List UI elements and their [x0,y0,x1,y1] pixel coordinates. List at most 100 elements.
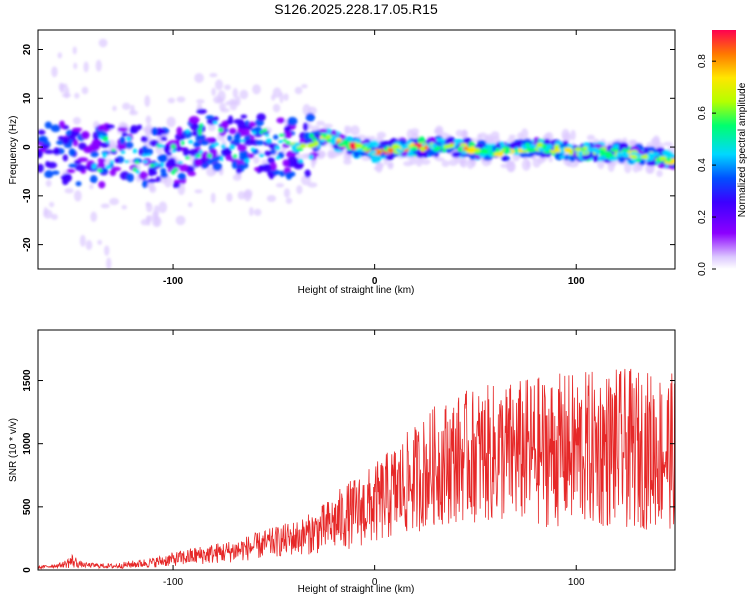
spectrogram-spot [181,140,185,146]
colorbar: 0.0 0.2 0.4 0.6 0.8 Normalized spectral ampl… [697,30,748,276]
spectrogram-cell [225,154,234,161]
spectrogram-cell [187,171,196,177]
spectrogram-speckle [296,185,303,195]
spectrogram-speckle [62,83,68,88]
spectrogram-cell [155,176,162,183]
spectrogram-speckle [521,128,529,140]
spectrogram-ridge-cell [600,148,606,155]
spectrogram-speckle [215,98,224,103]
spectrogram-speckle [153,205,160,217]
spectrogram-ridge-cell [616,151,623,158]
spectrogram-speckle [211,87,216,96]
spectrogram-speckle [624,162,632,174]
spectrogram-speckle [343,149,348,156]
spectrogram-speckle [323,123,333,129]
spectrogram-speckle [121,205,127,210]
spectrogram-ridge-cell [555,144,560,150]
spectrogram-spot [170,144,176,150]
colorbar-label: Normalized spectral amplitude [737,82,748,217]
spectrogram-ridge-cell [563,147,573,153]
spectrogram-cell [193,141,201,148]
spectrogram-speckle [158,201,168,214]
spectrogram-speckle [58,82,64,92]
spectrogram-speckle [235,96,241,106]
spectrogram-spot [230,145,235,149]
spectrogram-speckle [283,93,289,101]
spectrogram-speckle [410,128,420,135]
spectrogram-speckle [301,84,308,89]
snr-ytick-label: 1500 [22,369,33,392]
spectrogram-ridge-cell [541,143,547,150]
spectrogram-cell [121,132,128,137]
spectrogram-spot [160,162,165,167]
spectrogram-speckle [244,189,253,198]
spectrogram-spot [142,153,147,157]
figure-title: S126.2025.228.17.05.R15 [274,1,438,17]
spectrogram-cell [105,124,115,129]
spectrogram-spot [211,143,217,148]
spectrogram-speckle [532,158,541,168]
spectrogram-speckle [97,239,103,245]
spectrogram-spot [244,158,250,163]
spectrogram-speckle [350,125,360,136]
spectrogram-speckle [344,125,349,136]
spectrogram-speckle [81,86,89,95]
spectrogram-cell [156,127,163,137]
spectrogram-speckle [194,189,203,194]
spectrogram-speckle [151,216,162,228]
spectrogram-frame [37,29,676,270]
spectrogram-speckle [302,103,311,116]
snr-frame [37,329,676,571]
spectrogram-cell [142,145,148,152]
spectrogram-speckle [51,213,58,220]
spectrogram-cell [426,150,437,157]
spectrogram-spot [265,138,272,144]
colorbar-tick-label: 0.4 [697,158,708,172]
spectrogram-spot [171,149,176,153]
spectrogram-cell [191,130,199,137]
spectrogram-speckle [187,202,193,208]
spectrogram-cell [50,124,61,133]
spectrogram-cell [284,126,291,132]
spectrogram-ridge-cell [467,149,475,155]
spectrogram-ridge-cell [431,143,437,149]
spectrogram-ridge-cell [630,152,639,156]
spectrogram-speckle [373,166,383,171]
spectrogram-speckle [656,169,663,178]
spectrogram-ridge-cell [457,146,463,152]
spectrogram-spot [105,164,112,169]
spectrogram-cell [160,167,167,174]
spectrogram-cell [60,175,71,180]
snr-ytick-label: 500 [22,498,33,515]
spectrogram-cell [303,122,309,132]
spectrogram-speckle [144,123,153,136]
spectrogram-ridge-cell [594,149,601,155]
spectrogram-ytick-label: 0 [22,144,33,150]
spectrogram-cell [647,146,656,153]
spectrogram-cell [201,164,208,169]
spectrogram-speckle [285,197,293,204]
spectrogram-cell [77,157,89,163]
spectrogram-cell [51,170,60,175]
spectrogram-spot [135,160,140,165]
spectrogram-spot [278,133,285,137]
spectrogram-spot [275,155,280,160]
spectrogram-ridge-cell [335,137,342,142]
spectrogram-cell [379,140,391,146]
spectrogram-cell [279,170,286,177]
spectrogram-cell [90,151,99,158]
spectrogram-speckle [253,208,262,216]
spectrogram-cell [285,171,293,180]
spectrogram-ytick-label: -10 [22,188,33,203]
spectrogram-cell [141,179,149,189]
spectrogram-speckle [100,203,110,209]
spectrogram-cell [212,162,223,172]
spectrogram-ridge-cell [479,148,489,154]
spectrogram-speckle [283,188,291,198]
spectrogram-cell [264,150,272,157]
spectrogram-ridge-cell [577,150,584,157]
spectrogram-cell [194,158,202,167]
spectrogram-cell [40,143,50,150]
spectrogram-speckle [294,86,303,95]
spectrogram-cell [176,126,183,136]
